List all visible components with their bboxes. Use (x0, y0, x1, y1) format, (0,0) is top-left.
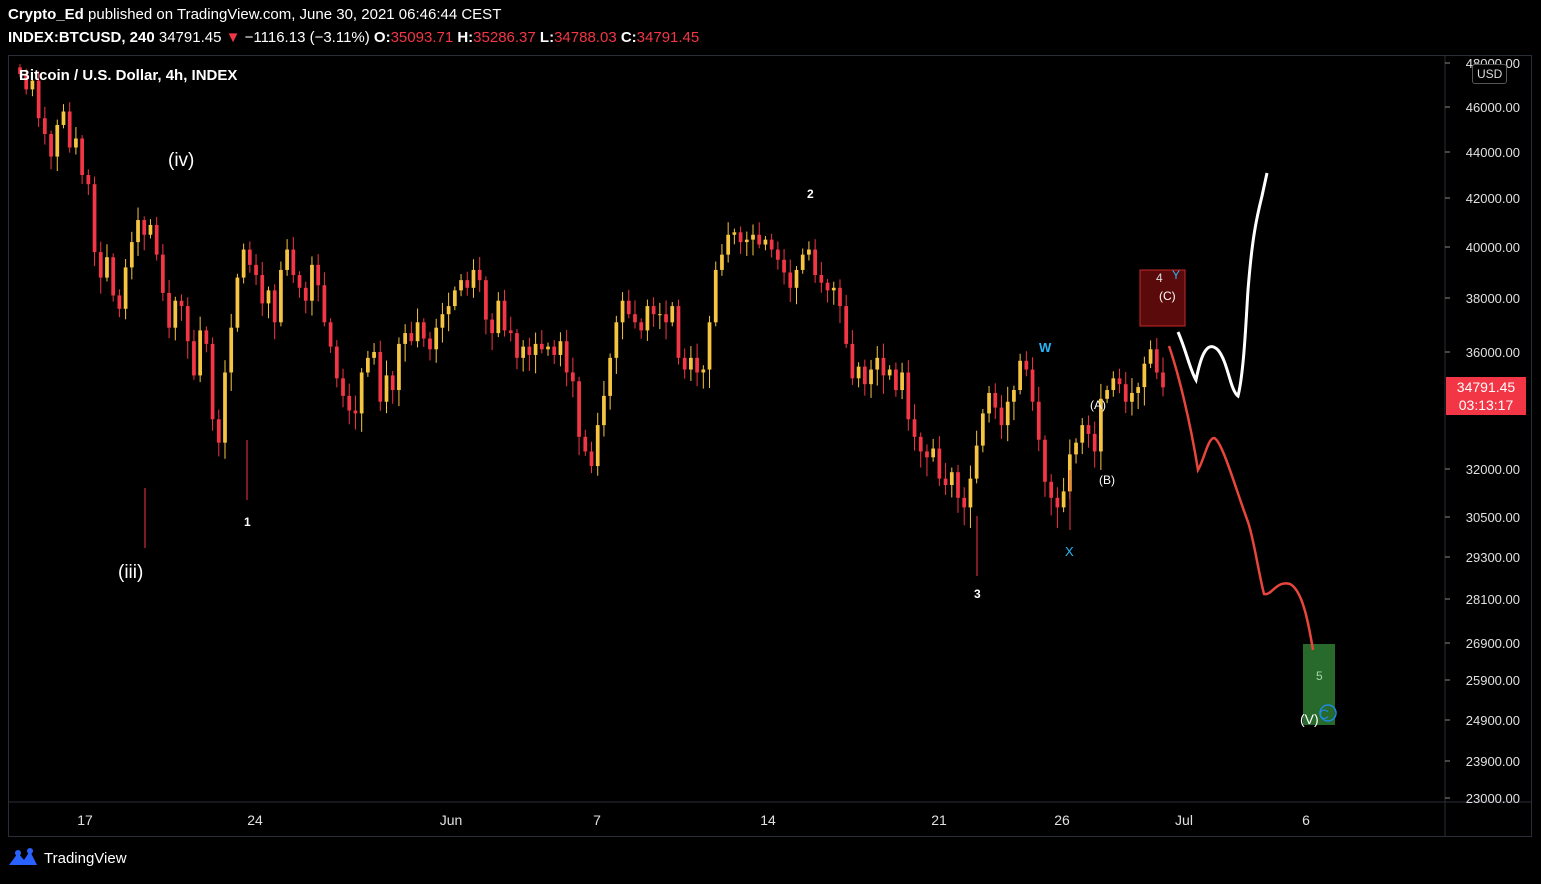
ohlc-legend: INDEX:BTCUSD, 240 34791.45 ▼ −1116.13 (−… (8, 29, 699, 46)
chart-frame[interactable] (8, 55, 1532, 837)
change-value: −1116.13 (−3.11%) (244, 29, 370, 46)
low-label: L: (539, 29, 555, 46)
publish-info: Crypto_Ed published on TradingView.com, … (8, 6, 501, 23)
tag-countdown: 03:13:17 (1458, 397, 1514, 413)
tradingview-logo-icon (9, 848, 37, 865)
chart-title: Bitcoin / U.S. Dollar, 4h, INDEX (19, 67, 238, 84)
symbol-label: INDEX:BTCUSD, 240 (8, 29, 155, 46)
change-arrow-icon: ▼ (225, 29, 241, 46)
high-value: 35286.37 (473, 29, 536, 46)
tradingview-footer[interactable]: TradingView (8, 848, 127, 868)
author-name[interactable]: Crypto_Ed (8, 6, 84, 23)
publish-text: published on TradingView.com, June 30, 2… (88, 6, 502, 23)
close-value: 34791.45 (636, 29, 700, 46)
tag-price: 34791.45 (1456, 379, 1516, 395)
high-label: H: (457, 29, 474, 46)
close-label: C: (620, 29, 637, 46)
last-price: 34791.45 (158, 29, 222, 46)
last-price-tag: 34791.45 03:13:17 (1446, 377, 1526, 415)
low-value: 34788.03 (554, 29, 617, 46)
open-label: O: (373, 29, 391, 46)
currency-badge[interactable]: USD (1472, 64, 1508, 84)
footer-brand: TradingView (44, 849, 127, 867)
open-value: 35093.71 (390, 29, 454, 46)
